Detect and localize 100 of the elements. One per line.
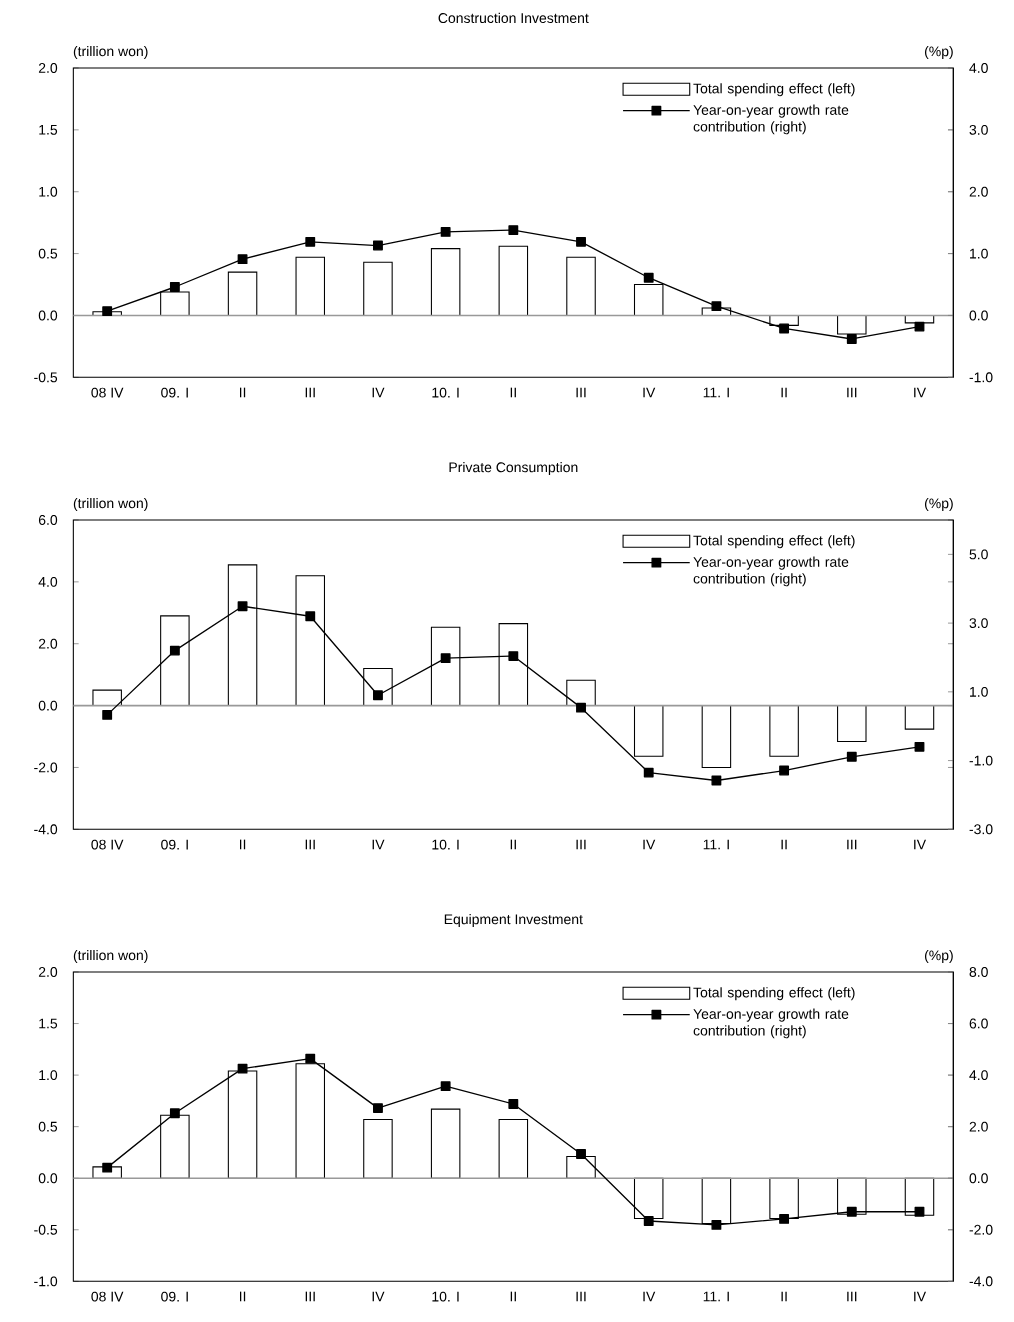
bar xyxy=(430,626,461,707)
x-tick-label: 10. I xyxy=(432,1291,459,1302)
x-tick-label: 09. I xyxy=(161,1291,188,1302)
y2-tick-label: 2.0 xyxy=(969,1121,988,1132)
point xyxy=(169,282,180,292)
y-tick-label: 2.0 xyxy=(38,63,58,73)
x-tick-label: 10. I xyxy=(432,387,459,398)
bar xyxy=(904,705,935,730)
y-axis-title: (trillion won) xyxy=(73,497,148,512)
y2-tick-label: 0.0 xyxy=(969,310,988,321)
point xyxy=(914,321,925,332)
y-tick-label: 0.5 xyxy=(38,1121,58,1132)
y-tick-label: 0.5 xyxy=(38,248,58,259)
point xyxy=(846,1206,857,1217)
x-tick-label: II xyxy=(239,1291,246,1302)
x-tick-label: IV xyxy=(643,1291,656,1302)
point xyxy=(373,1103,383,1114)
x-tick-label: 08 IV xyxy=(91,839,124,850)
point xyxy=(711,1219,722,1230)
y2-tick-label: 4.0 xyxy=(969,63,988,73)
bar xyxy=(430,1108,461,1179)
y2-tick-label: 3.0 xyxy=(969,618,988,629)
y2-tick-label: 1.0 xyxy=(970,248,988,259)
point xyxy=(576,236,586,247)
x-tick-label: IV xyxy=(643,839,656,850)
point xyxy=(914,1206,925,1217)
point xyxy=(237,1063,248,1074)
point xyxy=(846,751,857,762)
chart-title: Private Consumption xyxy=(449,461,578,476)
legend-label: Total spending effect (left) xyxy=(693,987,855,1001)
y2-tick-label: -4.0 xyxy=(969,1276,993,1287)
point xyxy=(305,611,316,622)
point xyxy=(440,227,451,237)
x-tick-label: II xyxy=(510,839,516,850)
x-tick-label: IV xyxy=(372,839,385,850)
x-tick-label: 11. I xyxy=(703,1291,729,1302)
y-tick-label: 0.0 xyxy=(38,1173,58,1184)
x-tick-label: 09. I xyxy=(161,839,188,850)
bar xyxy=(701,705,732,768)
point xyxy=(846,334,857,344)
bar xyxy=(430,248,461,316)
y2-tick-label: 4.0 xyxy=(969,1070,988,1081)
x-tick-label: IV xyxy=(914,839,927,850)
point xyxy=(711,301,722,312)
x-tick-label: 10. I xyxy=(432,839,459,850)
x-tick-label: 09. I xyxy=(161,387,188,398)
y2-tick-label: 6.0 xyxy=(969,1018,988,1029)
point xyxy=(779,765,790,776)
bar xyxy=(295,256,326,316)
x-tick-label: IV xyxy=(372,387,385,398)
bar xyxy=(769,705,799,757)
y2-tick-label: 3.0 xyxy=(969,124,988,135)
point xyxy=(169,645,180,656)
y-axis-title: (trillion won) xyxy=(73,949,148,964)
y2-tick-label: -2.0 xyxy=(969,1224,993,1235)
point xyxy=(643,767,654,778)
y2-tick-label: -3.0 xyxy=(969,824,993,835)
y-tick-label: -1.0 xyxy=(34,1276,58,1287)
y-tick-label: 2.0 xyxy=(38,638,58,649)
y2-tick-label: 0.0 xyxy=(969,1173,988,1184)
x-tick-label: III xyxy=(847,1291,857,1302)
y2-tick-label: 2.0 xyxy=(969,186,988,197)
point xyxy=(779,1214,790,1224)
x-tick-label: 11. I xyxy=(703,387,729,398)
y-tick-label: 4.0 xyxy=(38,576,58,587)
point xyxy=(576,702,586,713)
x-tick-label: 08 IV xyxy=(91,1291,124,1302)
point xyxy=(237,601,248,612)
x-tick-label: III xyxy=(847,387,857,398)
bar xyxy=(160,615,190,707)
y-tick-label: 0.0 xyxy=(38,700,58,711)
x-tick-label: II xyxy=(510,1291,516,1302)
point xyxy=(102,709,113,720)
x-tick-label: IV xyxy=(914,1291,927,1302)
point xyxy=(373,240,383,251)
chart-title: Construction Investment xyxy=(438,12,589,24)
point xyxy=(508,651,519,662)
point xyxy=(711,775,722,786)
legend-label: Year-on-year growth rate contribution (right) xyxy=(693,556,849,587)
point xyxy=(914,741,925,752)
y-tick-label: -4.0 xyxy=(34,824,58,835)
x-tick-label: III xyxy=(576,1291,586,1302)
x-tick-label: 08 IV xyxy=(91,387,124,398)
point xyxy=(779,323,790,334)
y-tick-label: 6.0 xyxy=(38,515,58,525)
bar xyxy=(498,623,529,707)
point xyxy=(169,1108,180,1119)
y-tick-label: 1.0 xyxy=(39,186,58,197)
y-tick-label: -0.5 xyxy=(34,372,58,383)
bar xyxy=(566,256,596,316)
point xyxy=(508,1099,519,1109)
x-tick-label: III xyxy=(847,839,857,850)
x-tick-label: IV xyxy=(914,387,927,398)
x-tick-label: III xyxy=(576,387,586,398)
bar xyxy=(363,1118,393,1179)
x-tick-label: II xyxy=(239,839,246,850)
point xyxy=(373,690,383,701)
y2-axis-title: (%p) xyxy=(924,497,953,512)
x-tick-label: III xyxy=(305,839,315,850)
y2-tick-label: -1.0 xyxy=(969,755,993,766)
